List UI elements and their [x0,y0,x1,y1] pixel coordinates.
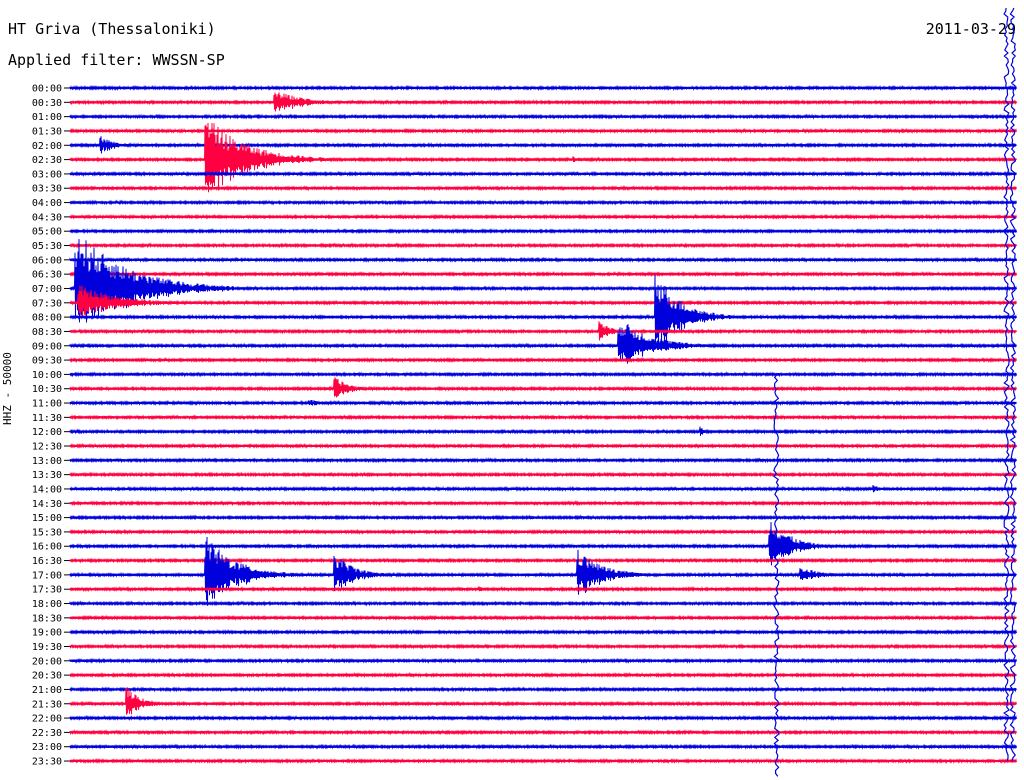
tall-spike [773,374,780,777]
y-tick-label: 02:30 [32,155,62,166]
y-tick-label: 23:30 [32,757,62,768]
y-tick-label: 15:00 [32,513,62,524]
trace-row [69,377,1017,398]
y-tick-label: 11:30 [32,413,62,424]
y-tick-label: 20:30 [32,671,62,682]
y-tick-label: 10:00 [32,370,62,381]
y-tick-label: 01:00 [32,112,62,123]
y-tick-label: 15:30 [32,527,62,538]
y-tick-label: 16:30 [32,556,62,567]
y-tick-label: 21:00 [32,685,62,696]
y-tick-label: 05:30 [32,241,62,252]
station-title: HT Griva (Thessaloniki) [8,20,216,38]
y-tick-label: 10:30 [32,384,62,395]
tall-spike [1009,7,1017,762]
y-tick-label: 04:00 [32,198,62,209]
y-tick-label: 04:30 [32,212,62,223]
y-tick-label: 17:00 [32,570,62,581]
y-tick-label: 01:30 [32,126,62,137]
y-tick-label: 07:30 [32,298,62,309]
y-tick-label: 17:30 [32,585,62,596]
trace-row [69,239,1017,323]
y-tick-label: 23:00 [32,742,62,753]
y-tick-label: 08:00 [32,313,62,324]
y-tick-label: 12:30 [32,442,62,453]
y-tick-label: 02:00 [32,141,62,152]
y-tick-label: 18:30 [32,613,62,624]
y-tick-label: 05:00 [32,227,62,238]
y-tick-label: 21:30 [32,699,62,710]
y-tick-label: 13:00 [32,456,62,467]
trace-row [69,122,1017,193]
tall-spike [1003,7,1010,762]
y-tick-label: 08:30 [32,327,62,338]
y-tick-label: 22:00 [32,714,62,725]
y-tick-label: 12:00 [32,427,62,438]
y-tick-label: 14:30 [32,499,62,510]
filter-label: Applied filter: WWSSN-SP [8,51,225,69]
y-tick-label: 06:30 [32,270,62,281]
y-tick-label: 19:00 [32,628,62,639]
y-tick-label: 22:30 [32,728,62,739]
y-tick-label: 13:30 [32,470,62,481]
y-tick-label: 14:00 [32,484,62,495]
date-label: 2011-03-29 [925,20,1016,38]
y-tick-label: 09:30 [32,356,62,367]
y-tick-label: 16:00 [32,542,62,553]
y-tick-label: 06:00 [32,255,62,266]
y-tick-label: 09:00 [32,341,62,352]
y-tick-label: 11:00 [32,399,62,410]
y-tick-label: 18:00 [32,599,62,610]
y-tick-label: 03:00 [32,169,62,180]
y-tick-label: 03:30 [32,184,62,195]
y-tick-label: 00:30 [32,98,62,109]
y-tick-label: 00:00 [32,84,62,95]
y-tick-label: 07:00 [32,284,62,295]
y-tick-label: 20:00 [32,656,62,667]
y-tick-label: 19:30 [32,642,62,653]
trace-row [69,687,1017,715]
